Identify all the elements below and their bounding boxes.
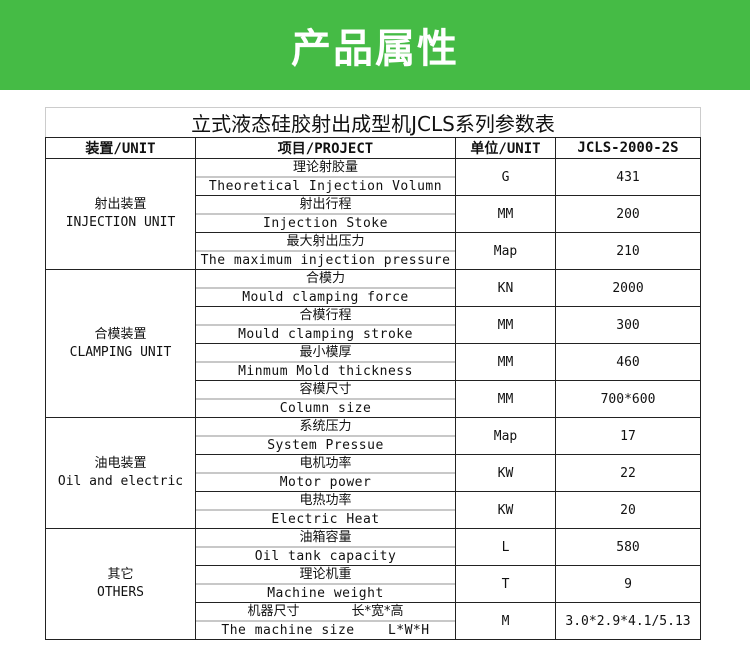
value-cell: 2000 xyxy=(554,269,702,307)
project-name-cn: 电热功率 xyxy=(196,492,455,511)
unit-cell: G xyxy=(455,158,556,196)
value-cell: 460 xyxy=(554,343,702,381)
group-cell: 合模装置 CLAMPING UNIT xyxy=(45,269,196,418)
table-row: 油电装置 Oil and electric 系统压力 System Pressue Ma… xyxy=(45,417,702,529)
project-name-cn: 最小模厚 xyxy=(196,344,455,363)
header-model: JCLS-2000-2S xyxy=(554,137,702,159)
table-row: 其它 OTHERS 油箱容量 Oil tank capacity L 580 xyxy=(45,528,702,640)
project-name-en: Oil tank capacity xyxy=(254,549,397,564)
unit-cell: T xyxy=(455,565,556,603)
unit-cell: M xyxy=(455,602,556,640)
group-name-en: INJECTION UNIT xyxy=(65,215,176,230)
unit-cell: MM xyxy=(455,343,556,381)
project-name-cn: 机器尺寸 长*宽*高 xyxy=(196,603,455,622)
table-row: 合模装置 CLAMPING UNIT 合模力 Mould clamping force… xyxy=(45,269,702,418)
table-row: 理论机重 Machine weight T 9 xyxy=(46,565,702,603)
table-row: 机器尺寸 长*宽*高 The machine size L*W*H M 3.0*2.9… xyxy=(46,602,702,640)
project-cell: 合模力 Mould clamping force xyxy=(195,269,456,307)
value-cell: 17 xyxy=(554,417,702,455)
value-cell: 200 xyxy=(554,195,702,233)
table-row: 电热功率 Electric Heat KW 20 xyxy=(46,491,702,529)
project-cell: 电机功率 Motor power xyxy=(195,454,456,492)
table-row: 射出装置 INJECTION UNIT 理论射胶量 Theoretical Injec… xyxy=(45,158,702,270)
unit-cell: KW xyxy=(455,491,556,529)
project-name-cn: 系统压力 xyxy=(196,418,455,437)
project-name-cn: 油箱容量 xyxy=(196,529,455,548)
project-name-en: Mould clamping stroke xyxy=(238,327,413,342)
project-name-cn: 最大射出压力 xyxy=(196,233,455,252)
project-name-en: Theoretical Injection Volumn xyxy=(208,179,443,194)
value-cell: 22 xyxy=(554,454,702,492)
project-cell: 理论射胶量 Theoretical Injection Volumn xyxy=(195,158,456,196)
project-name-cn: 电机功率 xyxy=(196,455,455,474)
unit-cell: Map xyxy=(455,232,556,270)
header-unit: 装置/UNIT xyxy=(45,137,196,159)
project-name-cn: 射出行程 xyxy=(196,196,455,215)
table-row: 射出行程 Injection Stoke MM 200 xyxy=(46,195,702,233)
unit-cell: Map xyxy=(455,417,556,455)
project-name-en: Minmum Mold thickness xyxy=(238,364,413,379)
project-name-en: Motor power xyxy=(279,475,372,490)
table-row: 最大射出压力 The maximum injection pressure Map 2… xyxy=(46,232,702,270)
project-cell: 系统压力 System Pressue xyxy=(195,417,456,455)
table-row: 容模尺寸 Column size MM 700*600 xyxy=(46,380,702,418)
value-cell: 210 xyxy=(554,232,702,270)
project-name-cn: 理论机重 xyxy=(196,566,455,585)
group-name-cn: 其它 xyxy=(107,567,134,582)
value-cell: 580 xyxy=(554,528,702,566)
project-cell: 最大射出压力 The maximum injection pressure xyxy=(195,232,456,270)
project-name-en: Column size xyxy=(279,401,372,416)
unit-cell: KN xyxy=(455,269,556,307)
project-name-en: Electric Heat xyxy=(271,512,380,527)
project-name-en: Machine weight xyxy=(267,586,384,601)
project-name-en: The machine size L*W*H xyxy=(221,623,430,638)
project-name-en: System Pressue xyxy=(267,438,384,453)
value-cell: 700*600 xyxy=(554,380,702,418)
project-name-en: The maximum injection pressure xyxy=(200,253,451,268)
group-cell: 其它 OTHERS xyxy=(45,528,196,640)
group-name-cn: 合模装置 xyxy=(94,326,147,342)
project-name-en: Mould clamping force xyxy=(242,290,409,305)
value-cell: 20 xyxy=(554,491,702,529)
project-cell: 油箱容量 Oil tank capacity xyxy=(195,528,456,566)
banner: 产品属性 xyxy=(0,0,750,90)
project-name-cn: 合模力 xyxy=(196,270,455,289)
project-cell: 理论机重 Machine weight xyxy=(195,565,456,603)
unit-cell: KW xyxy=(455,454,556,492)
header-measure-unit: 单位/UNIT xyxy=(455,137,556,159)
unit-cell: MM xyxy=(455,380,556,418)
group-cell: 射出装置 INJECTION UNIT xyxy=(45,158,196,270)
group-name-en: Oil and electric xyxy=(57,474,184,489)
project-name-en: Injection Stoke xyxy=(263,216,388,231)
group-cell: 油电装置 Oil and electric xyxy=(45,417,196,529)
project-name-cn: 理论射胶量 xyxy=(196,159,455,178)
project-name-cn: 合模行程 xyxy=(196,307,455,326)
table-row: 最小模厚 Minmum Mold thickness MM 460 xyxy=(46,343,702,381)
value-cell: 431 xyxy=(554,158,702,196)
spec-table: 立式液态硅胶射出成型机JCLS系列参数表 装置/UNIT 项目/PROJECT … xyxy=(44,107,702,640)
unit-cell: MM xyxy=(455,306,556,344)
project-cell: 射出行程 Injection Stoke xyxy=(195,195,456,233)
project-cell: 容模尺寸 Column size xyxy=(195,380,456,418)
group-name-cn: 油电装置 xyxy=(94,456,147,471)
table-title: 立式液态硅胶射出成型机JCLS系列参数表 xyxy=(44,107,702,138)
project-cell: 最小模厚 Minmum Mold thickness xyxy=(195,343,456,381)
group-name-en: OTHERS xyxy=(97,585,144,600)
value-cell: 300 xyxy=(554,306,702,344)
group-name-cn: 射出装置 xyxy=(94,197,147,212)
project-cell: 合模行程 Mould clamping stroke xyxy=(195,306,456,344)
table-row: 合模行程 Mould clamping stroke MM 300 xyxy=(46,306,702,344)
value-cell: 9 xyxy=(554,565,702,603)
value-cell: 3.0*2.9*4.1/5.13 xyxy=(554,602,702,640)
group-name-en: CLAMPING UNIT xyxy=(69,344,172,360)
project-cell: 机器尺寸 长*宽*高 The machine size L*W*H xyxy=(195,602,456,640)
project-cell: 电热功率 Electric Heat xyxy=(195,491,456,529)
project-name-cn: 容模尺寸 xyxy=(196,381,455,400)
unit-cell: MM xyxy=(455,195,556,233)
header-project: 项目/PROJECT xyxy=(195,137,456,159)
banner-title: 产品属性 xyxy=(291,26,459,72)
unit-cell: L xyxy=(455,528,556,566)
